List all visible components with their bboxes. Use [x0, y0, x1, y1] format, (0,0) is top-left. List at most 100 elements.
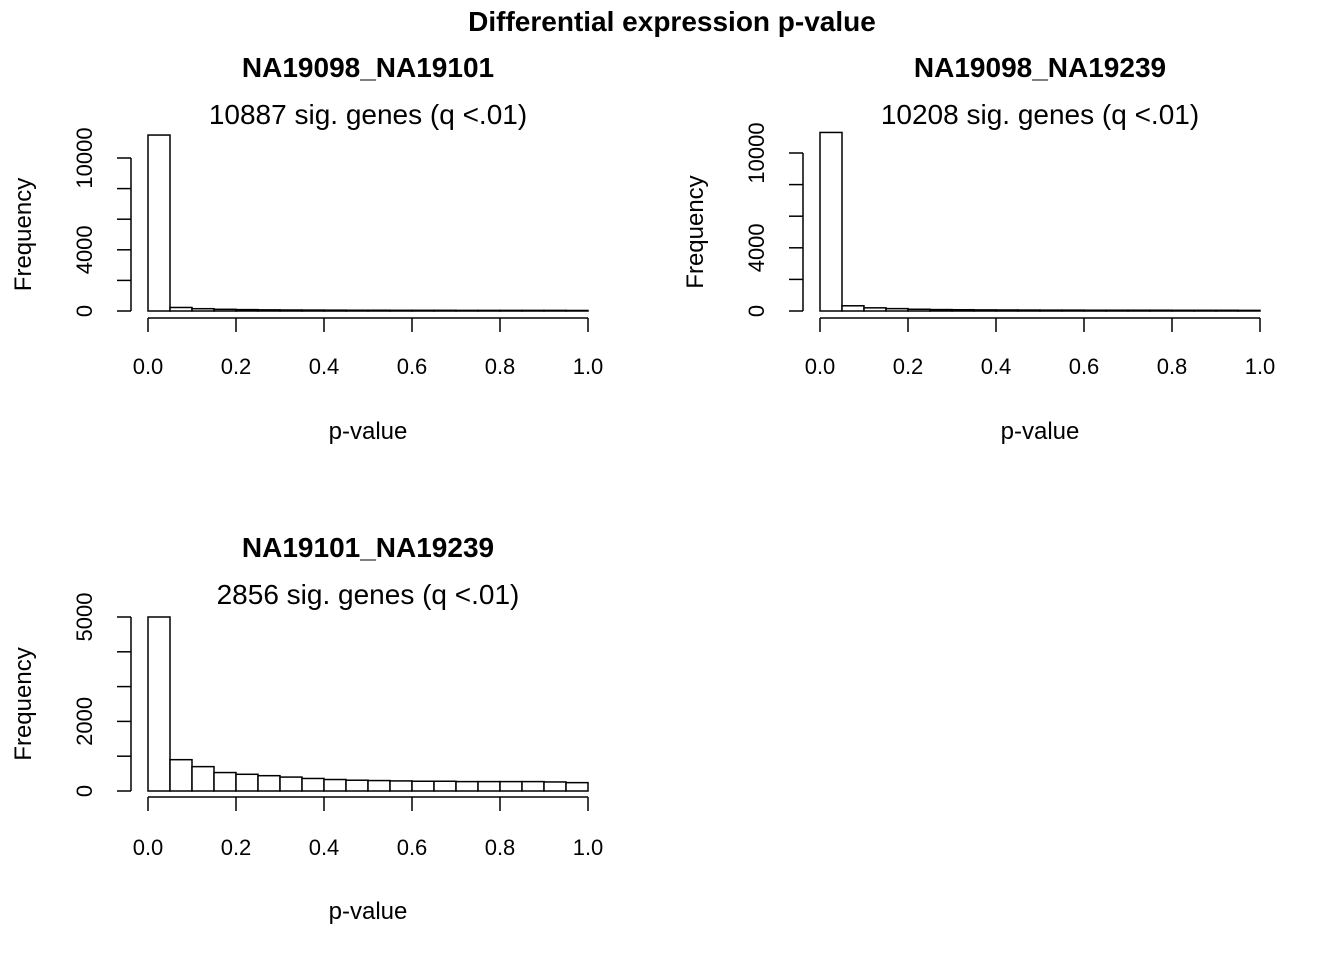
y-axis-label: Frequency [10, 178, 37, 291]
histogram-bar [907, 308, 931, 312]
bars [147, 134, 589, 312]
histogram-bar [235, 308, 259, 312]
x-tick-label: 0.0 [133, 835, 164, 860]
panel-subtitle: 10208 sig. genes (q <.01) [881, 99, 1199, 130]
x-tick-label: 1.0 [1245, 354, 1276, 379]
x-tick-label: 0.0 [133, 354, 164, 379]
y-axis: 0 2000 5000 [72, 593, 132, 797]
bars [819, 131, 1261, 312]
x-tick-label: 0.6 [1069, 354, 1100, 379]
x-tick-label: 0.8 [485, 354, 516, 379]
histogram-bar [543, 309, 567, 312]
histogram-bar [1237, 309, 1261, 312]
panel-subtitle: 2856 sig. genes (q <.01) [217, 579, 520, 610]
histogram-bar [863, 307, 887, 312]
histogram-bar [411, 309, 435, 312]
figure-title: Differential expression p-value [468, 6, 876, 37]
histogram-bar [411, 780, 435, 792]
x-axis: 0.0 0.2 0.4 0.6 0.8 1.0 [133, 796, 604, 860]
histogram-bar [323, 309, 347, 312]
x-tick-label: 0.2 [893, 354, 924, 379]
histogram-bar [1193, 309, 1217, 312]
histogram-bar [1127, 309, 1151, 312]
histogram-bar [301, 309, 325, 312]
histogram-bar [169, 758, 193, 792]
histogram-bar [301, 777, 325, 792]
y-tick-label: 10000 [72, 127, 97, 188]
histogram-bar [499, 780, 523, 792]
histogram-bar [323, 778, 347, 792]
y-axis-label: Frequency [682, 175, 709, 288]
histogram-bar [995, 309, 1019, 312]
histogram-bar [169, 306, 193, 312]
histogram-bar [147, 616, 171, 792]
histogram-bar [257, 309, 281, 312]
histogram-bar [1171, 309, 1195, 312]
y-tick-label: 10000 [744, 122, 769, 183]
histogram-bar [367, 779, 391, 792]
x-axis-label: p-value [1001, 418, 1080, 445]
histogram-bar [1149, 309, 1173, 312]
histogram-bar [543, 781, 567, 792]
histogram-bar [213, 308, 237, 312]
x-tick-label: 0.2 [221, 354, 252, 379]
histogram-bar [1215, 309, 1239, 312]
histogram-bar [1061, 309, 1085, 312]
y-tick-label: 0 [72, 785, 97, 797]
x-tick-label: 0.2 [221, 835, 252, 860]
x-axis: 0.0 0.2 0.4 0.6 0.8 1.0 [133, 317, 604, 379]
x-tick-label: 0.4 [981, 354, 1012, 379]
y-tick-label: 0 [744, 305, 769, 317]
histogram-panel: NA19101_NA19239 2856 sig. genes (q <.01) 0… [10, 532, 603, 925]
histogram-bar [213, 771, 237, 792]
x-axis: 0.0 0.2 0.4 0.6 0.8 1.0 [805, 317, 1276, 379]
y-axis: 0 4000 10000 [72, 127, 132, 317]
x-tick-label: 0.4 [309, 835, 340, 860]
histogram-bar [257, 774, 281, 792]
histogram-bar [433, 780, 457, 792]
histogram-bar [973, 309, 997, 312]
y-axis: 0 4000 10000 [744, 122, 804, 317]
histogram-bar [477, 780, 501, 792]
histogram-bar [1105, 309, 1129, 312]
x-tick-label: 0.6 [397, 354, 428, 379]
histogram-panel: NA19098_NA19101 10887 sig. genes (q <.01)… [10, 52, 603, 445]
histogram-bar [951, 308, 975, 312]
histogram-bar [521, 309, 545, 312]
y-tick-label: 4000 [744, 223, 769, 272]
histogram-bar [477, 309, 501, 312]
histogram-bar [191, 765, 215, 792]
histogram-bar [147, 134, 171, 312]
histogram-bar [455, 780, 479, 792]
y-axis-label: Frequency [10, 647, 37, 760]
x-tick-label: 1.0 [573, 835, 604, 860]
x-axis-label: p-value [329, 898, 408, 925]
histogram-bar [345, 779, 369, 792]
x-tick-label: 0.6 [397, 835, 428, 860]
histogram-bar [389, 780, 413, 792]
y-tick-label: 5000 [72, 593, 97, 642]
x-tick-label: 0.8 [1157, 354, 1188, 379]
histogram-bar [499, 309, 523, 312]
y-tick-label: 0 [72, 305, 97, 317]
histogram-bar [521, 780, 545, 792]
x-tick-label: 0.8 [485, 835, 516, 860]
histogram-bar [565, 781, 589, 792]
x-tick-label: 1.0 [573, 354, 604, 379]
histogram-bar [819, 131, 843, 312]
histogram-bar [279, 776, 303, 792]
histogram-bar [929, 308, 953, 312]
histogram-bar [841, 305, 865, 312]
histogram-bar [389, 309, 413, 312]
histogram-bar [1017, 309, 1041, 312]
y-tick-label: 2000 [72, 697, 97, 746]
x-tick-label: 0.0 [805, 354, 836, 379]
histogram-bar [433, 309, 457, 312]
y-tick-label: 4000 [72, 225, 97, 274]
panel-subtitle: 10887 sig. genes (q <.01) [209, 99, 527, 130]
histogram-bar [345, 309, 369, 312]
bars [147, 616, 589, 792]
histogram-bar [1083, 309, 1107, 312]
panel-title: NA19098_NA19101 [242, 52, 494, 83]
